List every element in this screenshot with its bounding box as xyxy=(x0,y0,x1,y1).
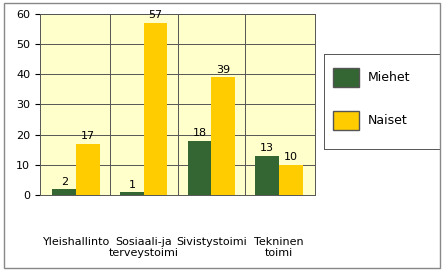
Text: 39: 39 xyxy=(216,65,230,75)
Text: 10: 10 xyxy=(284,152,298,162)
Bar xyxy=(76,144,100,195)
Bar xyxy=(211,77,235,195)
Bar xyxy=(279,165,303,195)
Text: 1: 1 xyxy=(128,180,135,190)
Text: Naiset: Naiset xyxy=(368,114,408,127)
Text: 17: 17 xyxy=(81,131,95,141)
Bar xyxy=(144,22,167,195)
Bar xyxy=(120,192,144,195)
Text: 13: 13 xyxy=(260,143,274,153)
Text: 18: 18 xyxy=(193,128,206,138)
Text: 57: 57 xyxy=(149,10,163,20)
Bar xyxy=(255,156,279,195)
Text: 2: 2 xyxy=(61,177,68,187)
Bar xyxy=(52,189,76,195)
Text: Miehet: Miehet xyxy=(368,72,411,84)
Bar xyxy=(188,141,211,195)
FancyBboxPatch shape xyxy=(333,111,359,130)
FancyBboxPatch shape xyxy=(333,68,359,87)
